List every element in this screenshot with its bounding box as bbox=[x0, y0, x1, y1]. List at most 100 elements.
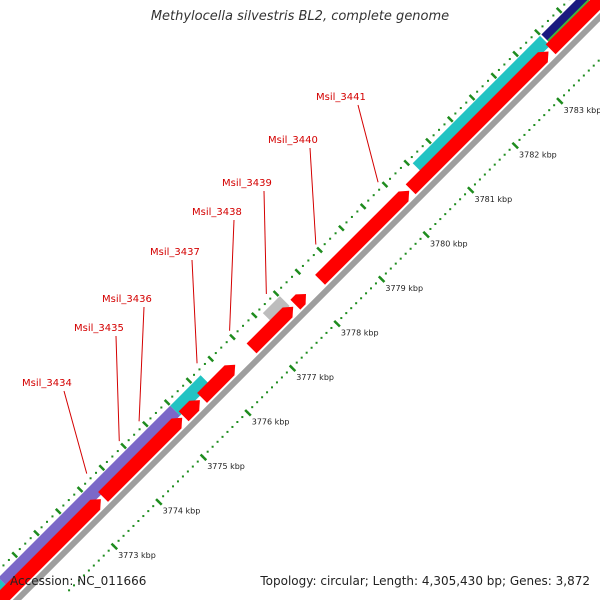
inner-tick bbox=[548, 109, 551, 112]
inner-tick bbox=[236, 421, 239, 424]
outer-tick bbox=[154, 411, 157, 414]
inner-tick bbox=[528, 128, 531, 131]
inner-tick bbox=[538, 119, 541, 122]
inner-tick bbox=[582, 74, 585, 77]
outer-tick bbox=[198, 368, 201, 371]
gene-feature-10 bbox=[197, 364, 236, 403]
inner-tick bbox=[543, 114, 546, 117]
outer-tick bbox=[519, 47, 522, 50]
outer-tick bbox=[367, 199, 370, 202]
outer-tick bbox=[207, 355, 215, 363]
inner-tick bbox=[97, 559, 100, 562]
outer-tick bbox=[410, 156, 413, 159]
outer-tick bbox=[247, 319, 250, 322]
outer-tick bbox=[416, 150, 419, 153]
outer-tick bbox=[163, 399, 171, 406]
outer-tick bbox=[425, 137, 432, 145]
inner-tick bbox=[508, 148, 511, 151]
label-leader-line bbox=[115, 335, 120, 442]
inner-tick bbox=[572, 84, 575, 87]
kbp-tick-track bbox=[68, 59, 600, 592]
label-leader-line bbox=[63, 390, 88, 474]
outer-tick bbox=[459, 107, 462, 110]
outer-tick bbox=[29, 537, 32, 540]
inner-tick bbox=[399, 257, 402, 260]
outer-tick bbox=[312, 254, 315, 257]
inner-tick bbox=[340, 317, 343, 320]
gene-label[interactable]: Msil_3438 bbox=[192, 207, 242, 218]
inner-tick bbox=[409, 247, 412, 250]
kbp-major-tick bbox=[377, 275, 386, 283]
inner-tick bbox=[127, 529, 130, 532]
outer-tick bbox=[33, 529, 40, 537]
outer-tick bbox=[236, 330, 239, 333]
gene-label[interactable]: Msil_3441 bbox=[316, 92, 366, 103]
inner-tick bbox=[196, 460, 199, 463]
outer-tick bbox=[18, 548, 21, 551]
inner-tick bbox=[478, 178, 481, 181]
kbp-tick-label: 3774 kbp bbox=[163, 507, 201, 516]
gene-label[interactable]: Msil_3435 bbox=[74, 323, 124, 334]
outer-tick bbox=[138, 428, 141, 431]
accession-text: Accession: NC_011666 bbox=[10, 574, 147, 588]
outer-tick bbox=[563, 3, 566, 6]
inner-tick bbox=[181, 475, 184, 478]
gene-label[interactable]: Msil_3434 bbox=[22, 378, 72, 389]
kbp-tick-label: 3777 kbp bbox=[296, 373, 334, 382]
gene-label[interactable]: Msil_3439 bbox=[222, 178, 272, 189]
kbp-major-tick bbox=[333, 320, 341, 328]
kbp-major-tick bbox=[556, 97, 564, 105]
gene-feature-15 bbox=[545, 0, 600, 55]
outer-tick bbox=[316, 246, 323, 254]
gene-feature-13 bbox=[315, 190, 410, 285]
inner-tick bbox=[523, 133, 526, 136]
kbp-major-tick bbox=[466, 186, 475, 194]
inner-tick bbox=[261, 396, 264, 399]
inner-tick bbox=[330, 326, 333, 329]
inner-tick bbox=[419, 237, 422, 240]
outer-tick bbox=[481, 85, 484, 88]
outer-tick bbox=[62, 504, 65, 507]
kbp-tick-label: 3779 kbp bbox=[385, 284, 423, 293]
gene-label[interactable]: Msil_3440 bbox=[268, 135, 318, 146]
gene-feature-11 bbox=[246, 306, 294, 354]
outer-tick bbox=[490, 72, 498, 80]
outer-tick bbox=[142, 420, 149, 428]
outer-tick bbox=[394, 172, 397, 175]
kbp-tick-label: 3783 kbp bbox=[564, 106, 600, 115]
outer-tick bbox=[323, 243, 326, 246]
outer-tick bbox=[111, 455, 114, 458]
gene-label[interactable]: Msil_3436 bbox=[102, 294, 152, 305]
inner-tick bbox=[389, 267, 392, 270]
gene-feature-14 bbox=[405, 51, 549, 195]
label-leader-line bbox=[263, 190, 267, 295]
outer-tick bbox=[176, 390, 179, 393]
outer-tick bbox=[372, 194, 375, 197]
outer-tick bbox=[51, 515, 54, 518]
outer-tick bbox=[446, 115, 454, 123]
inner-tick bbox=[459, 198, 462, 201]
outer-tick bbox=[285, 281, 288, 284]
inner-tick bbox=[216, 440, 219, 443]
inner-tick bbox=[592, 64, 595, 67]
inner-tick bbox=[285, 371, 288, 374]
outer-tick bbox=[338, 224, 345, 232]
outer-tick bbox=[225, 341, 228, 344]
outer-tick bbox=[291, 275, 294, 278]
inner-tick bbox=[449, 208, 452, 211]
gene-label[interactable]: Msil_3437 bbox=[150, 247, 200, 258]
outer-tick bbox=[242, 324, 245, 327]
inner-tick bbox=[350, 307, 353, 310]
inner-tick bbox=[404, 252, 407, 255]
inner-tick bbox=[553, 104, 556, 107]
gene-feature-9 bbox=[178, 400, 200, 422]
inner-tick bbox=[533, 124, 536, 127]
inner-tick bbox=[132, 524, 135, 527]
outer-tick bbox=[280, 286, 283, 289]
inner-tick bbox=[434, 223, 437, 226]
inner-tick bbox=[464, 193, 467, 196]
outer-tick bbox=[552, 14, 555, 17]
